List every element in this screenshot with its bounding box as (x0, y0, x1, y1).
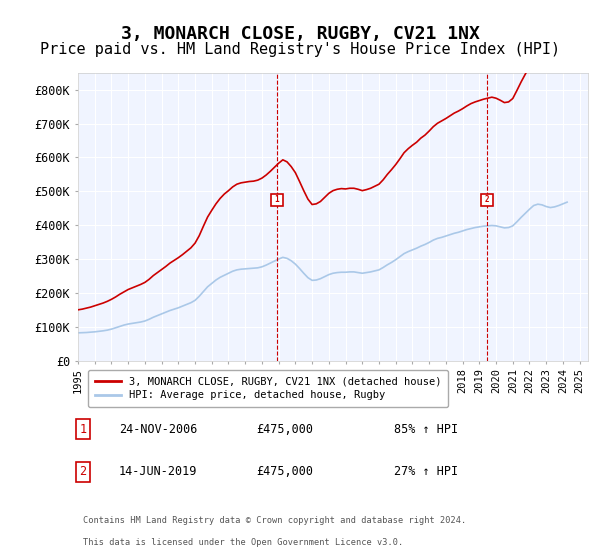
Text: 1: 1 (80, 423, 86, 436)
Text: 14-JUN-2019: 14-JUN-2019 (119, 465, 197, 478)
Text: £475,000: £475,000 (257, 465, 314, 478)
Text: 2: 2 (485, 195, 489, 204)
Text: 85% ↑ HPI: 85% ↑ HPI (394, 423, 458, 436)
Legend: 3, MONARCH CLOSE, RUGBY, CV21 1NX (detached house), HPI: Average price, detached: 3, MONARCH CLOSE, RUGBY, CV21 1NX (detac… (88, 370, 448, 407)
Text: This data is licensed under the Open Government Licence v3.0.: This data is licensed under the Open Gov… (83, 538, 403, 547)
Text: £475,000: £475,000 (257, 423, 314, 436)
Text: 27% ↑ HPI: 27% ↑ HPI (394, 465, 458, 478)
Text: Price paid vs. HM Land Registry's House Price Index (HPI): Price paid vs. HM Land Registry's House … (40, 42, 560, 57)
Text: 1: 1 (275, 195, 279, 204)
Text: 24-NOV-2006: 24-NOV-2006 (119, 423, 197, 436)
Text: Contains HM Land Registry data © Crown copyright and database right 2024.: Contains HM Land Registry data © Crown c… (83, 516, 466, 525)
Text: 3, MONARCH CLOSE, RUGBY, CV21 1NX: 3, MONARCH CLOSE, RUGBY, CV21 1NX (121, 25, 479, 43)
Text: 2: 2 (80, 465, 86, 478)
